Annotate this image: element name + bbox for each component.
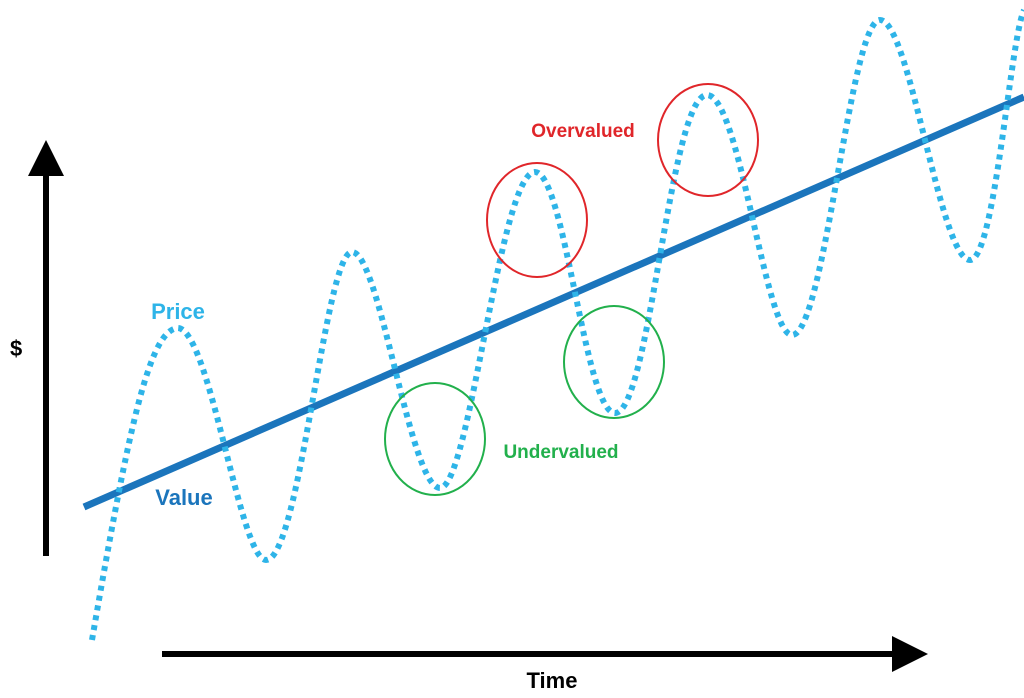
overvalued-circle <box>657 83 759 197</box>
undervalued-circle <box>563 305 665 419</box>
x-axis-label: Time <box>527 668 578 693</box>
value-label: Value <box>155 485 212 510</box>
price-label: Price <box>151 299 205 324</box>
overvalued-circle <box>486 162 588 278</box>
overvalued-label: Overvalued <box>531 121 635 142</box>
price-wave-line <box>89 8 1024 641</box>
value-trend-line <box>82 93 1024 511</box>
undervalued-label: Undervalued <box>503 442 618 463</box>
undervalued-circle <box>384 382 486 496</box>
y-axis-label: $ <box>10 336 22 361</box>
